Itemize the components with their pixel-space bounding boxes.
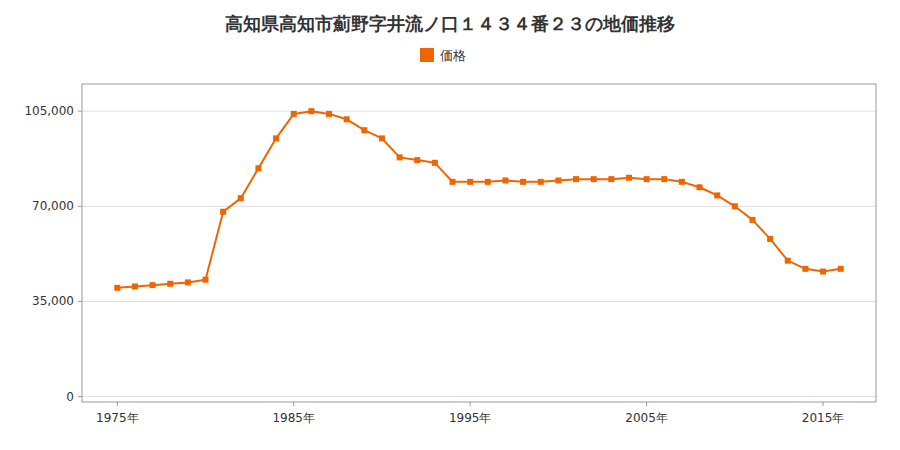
data-point <box>361 127 367 133</box>
data-point <box>485 179 491 185</box>
data-point <box>432 160 438 166</box>
data-point <box>732 203 738 209</box>
data-point <box>767 236 773 242</box>
y-tick-label: 105,000 <box>24 104 74 118</box>
y-tick-label: 0 <box>66 390 74 404</box>
grid-line <box>82 111 876 112</box>
plot-frame <box>82 84 876 402</box>
data-point <box>273 135 279 141</box>
y-tick <box>78 396 82 397</box>
legend-label: 価格 <box>440 48 466 63</box>
y-tick-label: 70,000 <box>32 199 74 213</box>
data-point <box>820 269 826 275</box>
grid-line <box>82 206 876 207</box>
data-point <box>661 176 667 182</box>
x-tick <box>117 402 118 406</box>
data-point <box>785 258 791 264</box>
legend-swatch <box>420 48 434 62</box>
data-point <box>538 179 544 185</box>
x-tick <box>646 402 647 406</box>
x-tick <box>470 402 471 406</box>
data-point <box>220 209 226 215</box>
data-point <box>167 281 173 287</box>
data-point <box>150 282 156 288</box>
data-point <box>608 176 614 182</box>
data-point <box>308 108 314 114</box>
series-line <box>117 111 840 288</box>
data-point <box>344 116 350 122</box>
data-point <box>203 277 209 283</box>
x-tick-label: 1985年 <box>272 411 315 425</box>
legend: 価格 <box>420 48 466 63</box>
data-point <box>697 184 703 190</box>
data-point <box>555 177 561 183</box>
data-point <box>132 283 138 289</box>
data-point <box>397 154 403 160</box>
data-point <box>502 177 508 183</box>
data-point <box>467 179 473 185</box>
x-tick-label: 1975年 <box>96 411 139 425</box>
x-tick <box>293 402 294 406</box>
grid-line <box>82 396 876 397</box>
data-point <box>591 176 597 182</box>
data-point <box>644 176 650 182</box>
x-axis: 1975年 1985年 1995年 2005年 2015年 <box>96 402 844 425</box>
data-point <box>838 266 844 272</box>
grid-line <box>82 301 876 302</box>
x-tick-label: 1995年 <box>449 411 492 425</box>
y-tick <box>78 206 82 207</box>
plot-area <box>114 108 843 291</box>
x-tick-label: 2015年 <box>802 411 845 425</box>
data-point <box>573 176 579 182</box>
data-point <box>185 279 191 285</box>
chart-container: 高知県高知市薊野字井流ノ口１４３４番２３の地価推移 0 35,000 70,000 10… <box>0 0 900 450</box>
data-point <box>291 111 297 117</box>
data-point <box>520 179 526 185</box>
x-tick-label: 2005年 <box>625 411 668 425</box>
grid <box>82 111 876 396</box>
chart-svg: 高知県高知市薊野字井流ノ口１４３４番２３の地価推移 0 35,000 70,000 10… <box>0 0 900 450</box>
data-point <box>714 192 720 198</box>
y-tick <box>78 301 82 302</box>
data-point <box>255 165 261 171</box>
data-point <box>450 179 456 185</box>
data-point <box>679 179 685 185</box>
data-point <box>379 135 385 141</box>
data-point <box>802 266 808 272</box>
data-point <box>749 217 755 223</box>
data-point <box>626 175 632 181</box>
data-point <box>114 285 120 291</box>
y-tick <box>78 111 82 112</box>
y-axis: 0 35,000 70,000 105,000 <box>24 104 82 403</box>
y-tick-label: 35,000 <box>32 294 74 308</box>
data-point <box>326 111 332 117</box>
data-point <box>238 195 244 201</box>
data-point <box>414 157 420 163</box>
chart-title: 高知県高知市薊野字井流ノ口１４３４番２３の地価推移 <box>225 13 675 34</box>
x-tick <box>823 402 824 406</box>
